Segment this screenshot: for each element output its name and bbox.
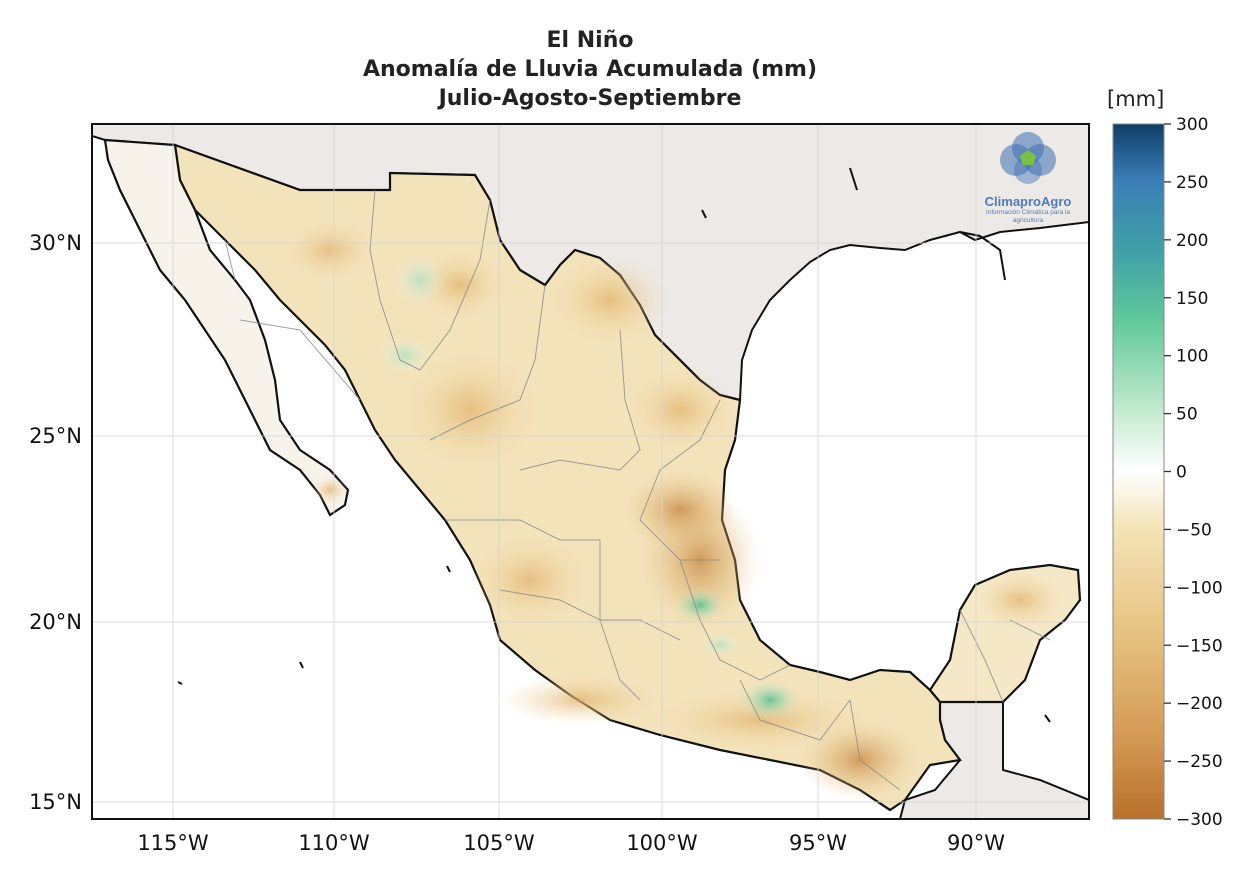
colorbar-tick-label: 150 <box>1176 289 1208 309</box>
lon-label-105: 105°W <box>463 831 535 855</box>
colorbar-tick-label: 250 <box>1176 173 1208 193</box>
colorbar-tick-label: −100 <box>1176 578 1223 598</box>
lat-label-25: 25°N <box>29 424 82 448</box>
title-line-3: Julio-Agosto-Septiembre <box>438 86 742 111</box>
lon-label-95: 95°W <box>789 831 847 855</box>
gridlines <box>92 124 1089 819</box>
title-line-2: Anomalía de Lluvia Acumulada (mm) <box>362 57 817 82</box>
colorbar-tick-label: −250 <box>1176 752 1223 772</box>
colorbar-unit: [mm] <box>1107 87 1165 111</box>
climaproagro-logo: ClimaproAgro Información Climática para … <box>978 128 1078 225</box>
map-frame <box>91 123 1090 820</box>
axis-labels: 115°W 110°W 105°W 100°W 95°W 90°W 30°N 2… <box>29 231 1005 855</box>
colorbar-tick-label: −300 <box>1176 810 1223 830</box>
lat-label-30: 30°N <box>29 231 82 255</box>
lat-label-20: 20°N <box>29 610 82 634</box>
map-title: El Niño Anomalía de Lluvia Acumulada (mm… <box>90 26 1090 113</box>
state-borders <box>224 189 1051 791</box>
colorbar: 300 250 200 150 100 50 0 −50 −100 −150 −200 −250 −30… <box>1112 115 1223 830</box>
colorbar-tick-label: −200 <box>1176 694 1223 714</box>
title-line-1: El Niño <box>546 28 634 53</box>
lon-label-110: 110°W <box>298 831 370 855</box>
colorbar-tick-label: −150 <box>1176 636 1223 656</box>
logo-tagline: Información Climática para la agricultur… <box>985 209 1071 224</box>
colorbar-tick-label: 200 <box>1176 231 1208 251</box>
colorbar-tick-label: −50 <box>1176 520 1212 540</box>
colorbar-tick-label: 300 <box>1176 115 1208 135</box>
map-area <box>92 124 1089 819</box>
lon-label-90: 90°W <box>947 831 1005 855</box>
logo-name: ClimaproAgro <box>984 194 1072 209</box>
lon-label-100: 100°W <box>626 831 698 855</box>
colorbar-ticks: 300 250 200 150 100 50 0 −50 −100 −150 −200 −250 −30… <box>1164 115 1223 830</box>
colorbar-tick-label: 100 <box>1176 347 1208 367</box>
logo-emblem-icon <box>1000 132 1056 184</box>
colorbar-tick-label: 50 <box>1176 405 1198 425</box>
colorbar-scale <box>1112 123 1165 820</box>
lat-label-15: 15°N <box>29 790 82 814</box>
lon-label-115: 115°W <box>137 831 209 855</box>
colorbar-tick-label: 0 <box>1176 463 1187 483</box>
anomaly-shading <box>285 220 1065 800</box>
